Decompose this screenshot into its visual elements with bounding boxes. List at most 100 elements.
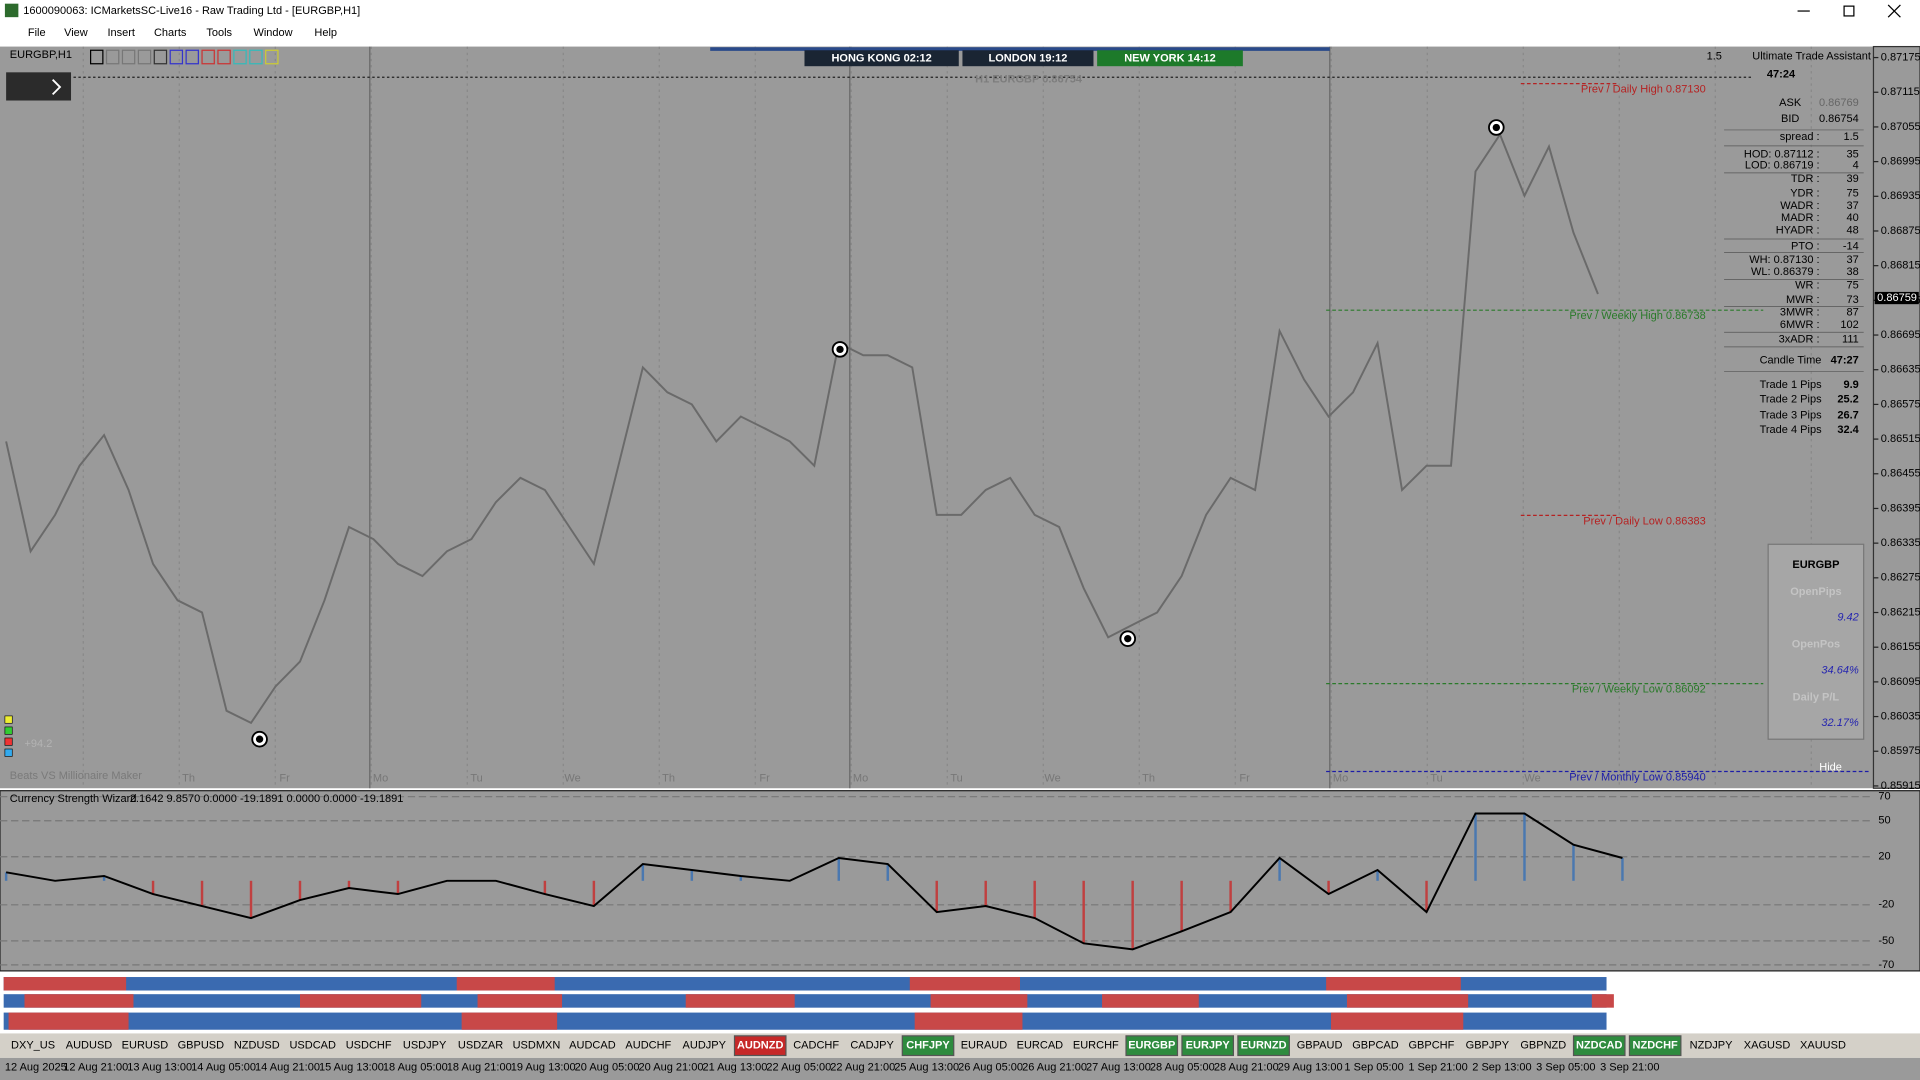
y-tick-label: 0.86815 — [1881, 260, 1920, 272]
menu-item[interactable]: Help — [314, 27, 337, 39]
strength-bar — [249, 880, 253, 919]
symbol-button[interactable]: AUDNZD — [737, 1040, 784, 1052]
nav-arrow — [52, 79, 62, 96]
time-label: 27 Aug 13:00 — [1086, 1062, 1151, 1074]
panel-value: 4 — [1853, 159, 1859, 171]
y-tick-label: 0.86215 — [1881, 606, 1920, 618]
symbol-button[interactable]: AUDCAD — [569, 1040, 616, 1052]
strip-seg — [461, 1012, 558, 1030]
day-label: Th — [182, 772, 195, 784]
tool-icon[interactable] — [233, 49, 247, 65]
symbol-button[interactable]: NZDJPY — [1690, 1040, 1733, 1052]
maximize-icon[interactable] — [1843, 5, 1855, 17]
symbol-button[interactable]: EURUSD — [122, 1040, 169, 1052]
tool-icon[interactable] — [185, 49, 199, 65]
panel-value: 9.9 — [1843, 379, 1858, 391]
symbol-button[interactable]: CADCHF — [793, 1040, 839, 1052]
strength-bar — [4, 872, 8, 881]
symbol-bg[interactable] — [1237, 1035, 1290, 1057]
menu-item[interactable]: Window — [253, 27, 292, 39]
symbol-button[interactable]: USDMXN — [513, 1040, 561, 1052]
panel-value: 75 — [1847, 280, 1859, 292]
y-tick-label: 0.86995 — [1881, 156, 1920, 168]
menu-bar — [0, 22, 1920, 45]
menu-item[interactable]: Tools — [206, 27, 232, 39]
menu-item[interactable]: File — [28, 27, 46, 39]
symbol-button[interactable]: CADJPY — [850, 1040, 894, 1052]
symbol-bg[interactable] — [1181, 1035, 1235, 1057]
symbol-button[interactable]: EURCHF — [1073, 1040, 1119, 1052]
day-label: Fr — [759, 772, 770, 784]
tool-icon[interactable] — [169, 49, 184, 65]
panel-label: 6MWR : — [1780, 319, 1820, 331]
panel-label: MWR : — [1786, 294, 1820, 306]
menu-item[interactable]: View — [64, 27, 88, 39]
menu-item[interactable]: Insert — [107, 27, 135, 39]
symbol-bg[interactable] — [1125, 1035, 1179, 1057]
symbol-bg[interactable] — [733, 1035, 787, 1057]
symbol-button[interactable]: EURNZD — [1241, 1040, 1287, 1052]
nav-button[interactable] — [6, 72, 72, 101]
tool-icon[interactable] — [121, 49, 136, 65]
tool-icon[interactable] — [249, 49, 263, 65]
symbol-button[interactable]: NZDCHF — [1633, 1040, 1679, 1052]
close-icon[interactable] — [1887, 4, 1901, 18]
symbol-button[interactable]: GBPCHF — [1408, 1040, 1454, 1052]
symbol-button[interactable]: CHFJPY — [906, 1040, 950, 1052]
symbol-button[interactable]: EURCAD — [1017, 1040, 1064, 1052]
level-label: Prev / Weekly High 0.86738 — [1569, 310, 1705, 322]
tool-icon[interactable] — [201, 49, 215, 65]
panel-label: BID — [1781, 113, 1799, 125]
hide-button[interactable]: Hide — [1819, 761, 1842, 773]
strength-bar — [1621, 857, 1624, 881]
symbol-button[interactable]: EURAUD — [961, 1040, 1008, 1052]
menu-item[interactable]: Charts — [154, 27, 187, 39]
tool-icon[interactable] — [217, 49, 231, 65]
time-label: 12 Aug 2025 — [5, 1062, 67, 1074]
strip-seg — [456, 977, 555, 991]
panel-value: 102 — [1840, 319, 1858, 331]
symbol-button[interactable]: GBPNZD — [1520, 1040, 1566, 1052]
tool-icon[interactable] — [105, 49, 120, 65]
panel-label: TDR : — [1791, 173, 1820, 185]
symbol-button[interactable]: DXY_US — [11, 1040, 55, 1052]
symbol-button[interactable]: XAGUSD — [1744, 1040, 1791, 1052]
symbol-button[interactable]: GBPUSD — [178, 1040, 225, 1052]
indicator-tick-label: -70 — [1878, 959, 1894, 971]
indicator-title: Currency Strength Wizard — [10, 793, 137, 805]
symbol-button[interactable]: USDZAR — [458, 1040, 503, 1052]
symbol-button[interactable]: GBPJPY — [1466, 1040, 1510, 1052]
symbol-button[interactable]: NZDCAD — [1576, 1040, 1623, 1052]
symbol-button[interactable]: GBPCAD — [1352, 1040, 1399, 1052]
symbol-button[interactable]: NZDUSD — [234, 1040, 280, 1052]
symbol-button[interactable]: AUDJPY — [683, 1040, 727, 1052]
time-label: 21 Aug 13:00 — [702, 1062, 767, 1074]
symbol-button[interactable]: EURJPY — [1186, 1040, 1231, 1052]
symbol-button[interactable]: USDCAD — [289, 1040, 336, 1052]
strip-seg — [8, 1012, 129, 1030]
symbol-button[interactable]: AUDCHF — [625, 1040, 671, 1052]
box-symbol: EURGBP — [1792, 559, 1839, 571]
strength-bar — [641, 863, 645, 881]
star-core — [836, 345, 844, 354]
time-label: 20 Aug 21:00 — [639, 1062, 704, 1074]
tool-icon[interactable] — [265, 49, 279, 65]
price-line — [5, 132, 1599, 725]
tool-icon[interactable] — [137, 49, 152, 65]
tool-icon[interactable] — [153, 49, 168, 65]
symbol-button[interactable]: AUDUSD — [66, 1040, 113, 1052]
symbol-bg[interactable] — [1572, 1035, 1626, 1057]
symbol-bg[interactable] — [1628, 1035, 1682, 1057]
title-bar — [0, 0, 1920, 23]
symbol-bg[interactable] — [901, 1035, 955, 1057]
symbol-button[interactable]: GBPAUD — [1297, 1040, 1343, 1052]
panel-label: Trade 3 Pips — [1760, 409, 1823, 421]
symbol-button[interactable]: XAUUSD — [1800, 1040, 1846, 1052]
symbol-button[interactable]: USDJPY — [403, 1040, 447, 1052]
time-label: 22 Aug 21:00 — [830, 1062, 895, 1074]
box-label: OpenPips — [1790, 586, 1841, 598]
symbol-button[interactable]: EURGBP — [1128, 1040, 1175, 1052]
symbol-button[interactable]: USDCHF — [346, 1040, 392, 1052]
y-tick-label: 0.85975 — [1881, 745, 1920, 757]
tool-icon[interactable] — [90, 49, 104, 65]
